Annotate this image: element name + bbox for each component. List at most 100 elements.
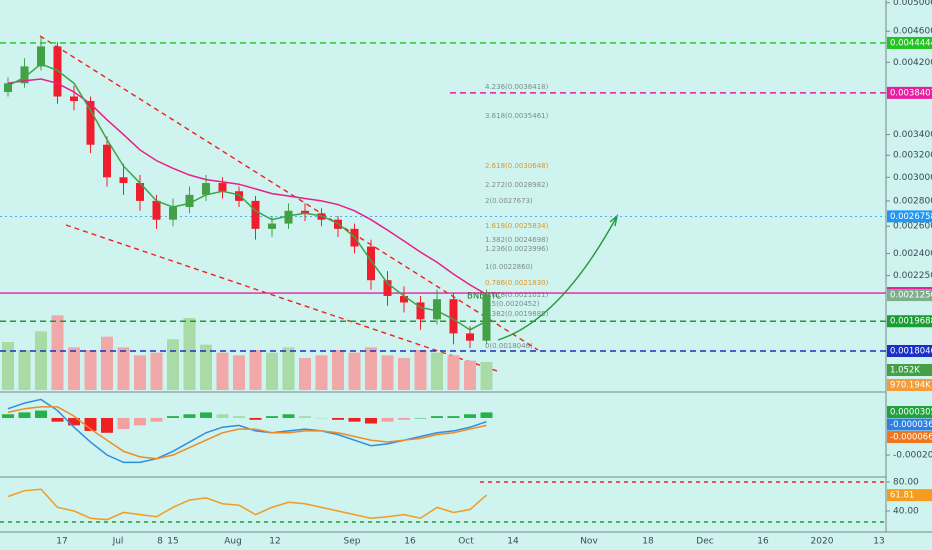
y-tick-label: 0.0026000	[893, 222, 932, 232]
y-tick-label: 40.00	[893, 506, 919, 516]
volume-tag: 1.052K	[890, 366, 920, 376]
y-tick-label: 0.0046000	[893, 27, 932, 37]
candle-body	[383, 280, 392, 296]
trend-line	[39, 35, 539, 351]
volume-tag-box	[887, 379, 932, 391]
volume-bar	[233, 355, 245, 390]
x-tick-label: 16	[404, 537, 416, 547]
volume-bar	[480, 362, 493, 390]
macd-histogram-bar	[365, 417, 377, 424]
x-tick-label: 13	[873, 537, 884, 547]
last-price-tag: 0.0021256	[890, 291, 932, 301]
y-tick-label: 0.0022500	[893, 271, 932, 281]
fib-label: 2(0.0027673)	[485, 197, 533, 205]
macd-tag: -0.0000667	[890, 433, 932, 443]
macd-histogram-bar	[200, 412, 212, 418]
macd-histogram-bar	[348, 417, 361, 422]
macd-tag-box	[887, 431, 932, 443]
y-tick-label: 80.00	[893, 477, 919, 487]
volume-bar	[84, 350, 97, 390]
candle-body	[136, 183, 144, 201]
x-tick-label: Dec	[696, 537, 713, 547]
candle-body	[103, 144, 111, 178]
macd-histogram-bar	[414, 417, 427, 419]
level-tag-box	[887, 86, 932, 99]
candle-body	[235, 191, 243, 201]
macd-histogram-bar	[117, 417, 130, 430]
volume-bar	[299, 358, 311, 390]
macd-histogram-bar	[150, 417, 163, 422]
volume-bar	[348, 352, 361, 390]
candle-body	[70, 96, 78, 102]
x-tick-label: 14	[507, 537, 519, 547]
macd-histogram-bar	[35, 410, 47, 418]
moving-average	[7, 63, 487, 331]
macd-histogram-bar	[134, 417, 146, 426]
volume-bar	[18, 350, 31, 390]
fib-label: 1.618(0.0025834)	[485, 222, 549, 230]
macd-histogram-bar	[266, 416, 278, 418]
macd-histogram-bar	[216, 414, 229, 418]
macd-line	[7, 406, 487, 460]
volume-bar	[431, 352, 443, 390]
volume-bar	[249, 350, 262, 390]
x-tick-label: 16	[757, 537, 769, 547]
level-tag: 0.0038407	[890, 88, 932, 98]
level-tag: 0.0044444	[890, 38, 932, 48]
candle-body	[169, 207, 177, 220]
volume-tag: 970.194K	[890, 381, 931, 391]
volume-bar	[365, 347, 377, 390]
macd-histogram-bar	[398, 417, 410, 420]
level-tag-box	[887, 210, 932, 223]
volume-bar	[398, 358, 410, 390]
candle-body	[185, 194, 194, 208]
macd-histogram-bar	[431, 416, 443, 418]
candle-body	[218, 183, 227, 192]
volume-bar	[282, 347, 295, 390]
y-tick-label: -0.0002000	[893, 451, 932, 461]
macd-histogram-bar	[101, 417, 113, 433]
level-tag: 0.0018046	[890, 347, 932, 357]
candle-body	[482, 294, 491, 341]
candle-body	[20, 66, 29, 84]
fib-label: 3.618(0.0035461)	[485, 112, 549, 120]
macd-histogram-bar	[233, 416, 245, 418]
fib-label: 0(0.0018046)	[485, 342, 533, 350]
x-tick-label: 12	[269, 537, 280, 547]
fib-label: 2.618(0.0030648)	[485, 162, 549, 170]
macd-tag: 0.0000305	[890, 408, 932, 418]
macd-tag-box	[887, 418, 932, 431]
volume-bar	[216, 352, 229, 390]
fib-label: 1.236(0.0023996)	[485, 245, 549, 253]
x-tick-label: Aug	[224, 537, 242, 547]
candle-body	[152, 200, 161, 220]
volume-bar	[134, 355, 146, 390]
candle-body	[301, 210, 309, 214]
candle-body	[284, 210, 293, 224]
volume-bar	[68, 347, 80, 390]
y-tick-label: 0.0050000	[893, 0, 932, 8]
volume-bar	[167, 339, 179, 390]
volume-bar	[101, 336, 113, 390]
y-tick-label: 0.0028000	[893, 196, 932, 206]
macd-histogram-bar	[282, 414, 295, 418]
volume-bar	[381, 355, 394, 390]
macd-histogram-bar	[249, 417, 262, 420]
candle-body	[37, 46, 45, 67]
level-tag-box	[887, 345, 932, 358]
volume-bar	[315, 355, 328, 390]
candle-body	[416, 302, 425, 320]
trend-line	[65, 224, 501, 373]
rsi-tag-box	[887, 489, 932, 502]
macd-histogram-bar	[68, 417, 80, 426]
candle-body	[367, 246, 375, 281]
macd-histogram-bar	[51, 417, 64, 422]
fib-label: 2.272(0.0028982)	[485, 181, 549, 189]
level-tag-box	[887, 36, 932, 49]
macd-histogram-bar	[381, 417, 394, 422]
macd-histogram-bar	[2, 414, 14, 418]
volume-bar	[332, 350, 344, 390]
macd-histogram-bar	[167, 416, 179, 418]
y-tick-label: 0.0042000	[893, 58, 932, 68]
